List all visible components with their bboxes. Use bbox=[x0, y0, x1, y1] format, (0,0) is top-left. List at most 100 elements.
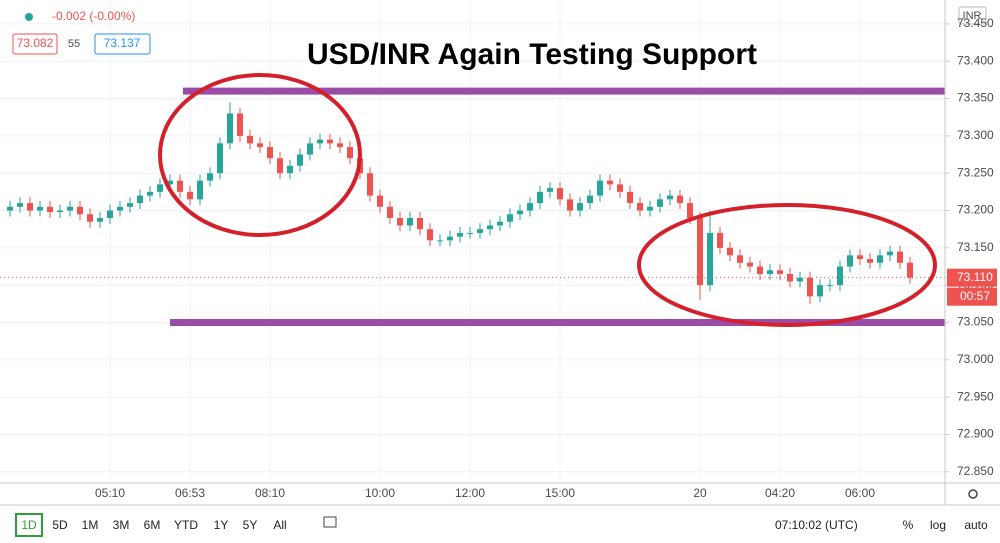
candle-body bbox=[517, 210, 523, 215]
range-button[interactable]: 1D bbox=[21, 518, 37, 532]
candle-body bbox=[617, 184, 623, 192]
candle-body bbox=[97, 217, 103, 222]
y-tick-label: 73.400 bbox=[957, 53, 994, 67]
bid-box[interactable] bbox=[12, 33, 58, 55]
candle-body bbox=[597, 180, 603, 196]
candle-body bbox=[857, 255, 863, 260]
spread: 55 bbox=[68, 38, 80, 50]
scale-option[interactable]: % bbox=[903, 518, 914, 532]
candle-body bbox=[387, 206, 393, 218]
x-tick-label: 08:10 bbox=[255, 486, 285, 500]
candle-body bbox=[487, 225, 493, 230]
range-button[interactable]: 3M bbox=[113, 518, 130, 532]
range-button[interactable]: YTD bbox=[174, 518, 198, 532]
range-button[interactable]: 1M bbox=[82, 518, 99, 532]
candle-body bbox=[147, 191, 153, 196]
candle-body bbox=[627, 191, 633, 204]
candle-body bbox=[247, 135, 253, 144]
candle-body bbox=[137, 195, 143, 204]
candle-body bbox=[647, 206, 653, 211]
candle-body bbox=[407, 217, 413, 226]
candle-body bbox=[677, 195, 683, 204]
range-button[interactable]: All bbox=[273, 518, 286, 532]
candle-body bbox=[437, 240, 443, 242]
y-tick-label: 73.150 bbox=[957, 240, 994, 254]
candle-body bbox=[397, 217, 403, 226]
candle-body bbox=[687, 203, 693, 218]
candle-body bbox=[667, 195, 673, 200]
candle-body bbox=[217, 143, 223, 174]
candle-body bbox=[887, 251, 893, 256]
candle-body bbox=[127, 203, 133, 207]
currency: INR bbox=[963, 10, 982, 22]
candle-body bbox=[577, 203, 583, 211]
candle-body bbox=[367, 173, 373, 196]
scale-option[interactable]: log bbox=[930, 518, 946, 532]
candle-body bbox=[467, 232, 473, 234]
candle-body bbox=[267, 147, 273, 159]
scale-option[interactable]: auto bbox=[964, 518, 988, 532]
compare-icon[interactable] bbox=[323, 516, 337, 528]
range-button[interactable]: 5Y bbox=[243, 518, 258, 532]
last-price-label: 73.110 bbox=[957, 270, 993, 284]
candle-body bbox=[297, 154, 303, 166]
bid[interactable]: 73.082 bbox=[17, 36, 54, 50]
candle-body bbox=[787, 273, 793, 282]
ask[interactable]: 73.137 bbox=[104, 36, 141, 50]
axis: 72.85072.90072.95073.00073.05073.10073.1… bbox=[95, 16, 997, 500]
candle-body bbox=[717, 232, 723, 248]
toolbar: 1D 5D 1M 3M 6M YTD 1Y 5Y All 07:10:02 (UTC)% log au… bbox=[15, 513, 988, 537]
range-button[interactable]: 1Y bbox=[214, 518, 229, 532]
grid bbox=[0, 0, 945, 483]
candle-body bbox=[757, 266, 763, 274]
candle-body bbox=[167, 180, 173, 185]
range-button[interactable]: 5D bbox=[52, 518, 68, 532]
candle-body bbox=[697, 217, 703, 286]
candle-body bbox=[237, 113, 243, 136]
candle-body bbox=[817, 285, 823, 297]
x-tick-label: 10:00 bbox=[365, 486, 395, 500]
candle-body bbox=[877, 255, 883, 263]
y-tick-label: 72.950 bbox=[957, 389, 994, 403]
settings-icon[interactable] bbox=[968, 489, 978, 499]
candle-body bbox=[847, 255, 853, 267]
y-tick-label: 73.350 bbox=[957, 91, 994, 105]
candle-body bbox=[657, 199, 663, 207]
y-tick-label: 72.900 bbox=[957, 427, 994, 441]
candle-body bbox=[417, 217, 423, 230]
range-active bbox=[15, 513, 43, 537]
y-tick-label: 73.300 bbox=[957, 128, 994, 142]
range-button[interactable]: 6M bbox=[144, 518, 161, 532]
y-tick-label: 72.850 bbox=[957, 464, 994, 478]
candle-body bbox=[307, 143, 313, 155]
candle-body bbox=[807, 277, 813, 297]
candle-body bbox=[637, 203, 643, 211]
candle-body bbox=[607, 180, 613, 185]
candle-body bbox=[207, 173, 213, 181]
candle-body bbox=[107, 210, 113, 218]
candle-body bbox=[117, 206, 123, 211]
candle-body bbox=[567, 199, 573, 211]
x-tick-label: 05:10 bbox=[95, 486, 125, 500]
candle-body bbox=[377, 195, 383, 207]
countdown-box bbox=[947, 287, 997, 306]
candle-body bbox=[187, 191, 193, 200]
candle-body bbox=[497, 221, 503, 226]
ask-box[interactable] bbox=[94, 33, 151, 55]
highlight-ellipse bbox=[158, 73, 362, 237]
candle-body bbox=[427, 229, 433, 241]
candle-body bbox=[87, 214, 93, 222]
candle-body bbox=[727, 247, 733, 256]
candle-body bbox=[337, 143, 343, 148]
x-tick-label: 06:00 bbox=[845, 486, 875, 500]
candle-body bbox=[47, 206, 53, 213]
candle-body bbox=[507, 214, 513, 222]
candle-body bbox=[547, 188, 553, 192]
last-price-box bbox=[947, 268, 997, 287]
y-tick-label: 73.050 bbox=[957, 315, 994, 329]
x-tick-label: 15:00 bbox=[545, 486, 575, 500]
candle-body bbox=[277, 158, 283, 174]
candle-body bbox=[227, 113, 233, 144]
x-tick-label: 12:00 bbox=[455, 486, 485, 500]
candle-body bbox=[837, 266, 843, 286]
